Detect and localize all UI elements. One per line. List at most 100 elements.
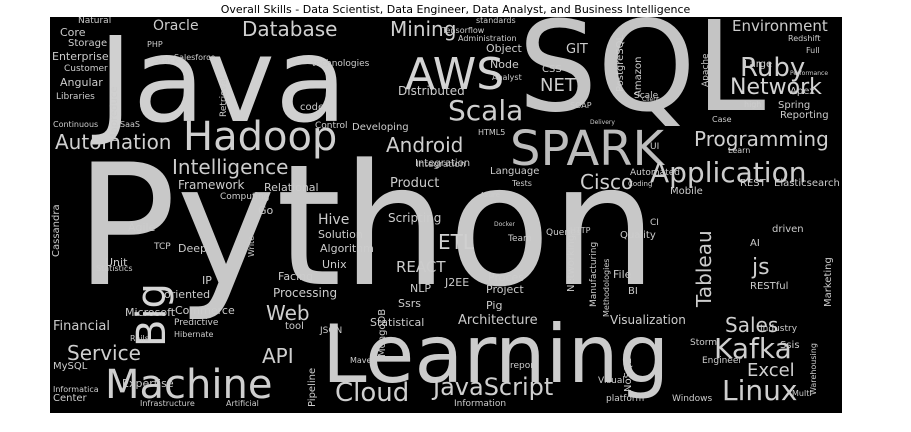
word: platform — [606, 394, 645, 404]
word: Intelligence — [172, 155, 289, 179]
word: Methodologies — [602, 258, 611, 317]
word: Infrastructure — [140, 399, 195, 408]
word: Solution — [318, 228, 363, 241]
word: Application — [650, 156, 807, 189]
word: Commerce — [175, 304, 235, 317]
word: Quality — [620, 230, 656, 241]
word: Continuous — [53, 120, 99, 129]
word: Statistical — [370, 316, 425, 329]
word: Multi — [792, 389, 812, 398]
word: Large — [744, 59, 773, 70]
word-cloud-canvas: Python Java SQL Learning Machine Hadoop … — [50, 17, 842, 413]
word: Manufacturing — [589, 241, 599, 307]
word: Scala — [448, 94, 524, 127]
word: Service — [67, 341, 141, 365]
word: Database — [242, 17, 338, 41]
word: API — [262, 344, 294, 368]
word: Cisco — [580, 170, 634, 194]
word: Hadoop — [183, 114, 338, 160]
word: Learning — [322, 308, 670, 401]
word: RESTful — [750, 281, 789, 292]
word: Storm — [690, 338, 718, 348]
word: Cloud — [335, 378, 410, 408]
word: JSON — [320, 326, 343, 336]
word: js — [752, 255, 770, 280]
word: Visual — [598, 376, 625, 386]
word: technologies — [312, 59, 370, 69]
word: Stack — [154, 56, 179, 66]
word: TCP — [154, 242, 171, 252]
word: Warehousing — [809, 343, 818, 395]
word: Control — [315, 121, 348, 131]
word: Pipeline — [307, 367, 318, 407]
word: PostgreSQL — [615, 34, 626, 92]
word: high — [744, 100, 762, 109]
word: NET — [540, 75, 576, 96]
word: Architecture — [458, 313, 538, 328]
word: Environment — [732, 17, 828, 35]
word: Programming — [694, 127, 829, 151]
word: Android — [386, 133, 464, 157]
word: Client — [642, 96, 660, 103]
figure-title: Overall Skills - Data Scientist, Data En… — [220, 3, 691, 16]
word: UI — [650, 142, 660, 152]
word: Redshift — [788, 34, 821, 43]
word: Excel — [747, 360, 795, 381]
word: Analyst — [492, 73, 522, 82]
word: CSS — [542, 64, 562, 75]
word: SPARK — [510, 121, 665, 177]
word: Web — [266, 301, 310, 325]
word: Go — [258, 204, 274, 217]
word: Team — [508, 234, 532, 244]
word: MongoDB — [377, 308, 388, 357]
word: Maven — [350, 356, 377, 365]
word: Administration — [458, 34, 517, 43]
word: PHP — [147, 40, 163, 49]
word: Unix — [322, 258, 347, 271]
word: Language — [490, 166, 540, 177]
word: GIT — [566, 42, 588, 57]
word: Product — [390, 176, 440, 191]
word: Facing — [278, 270, 314, 283]
word: SOAP — [570, 101, 592, 110]
word: Microsoft — [125, 306, 176, 319]
word: Integration — [415, 158, 471, 169]
word: Relational — [264, 181, 319, 194]
word: SaaS — [120, 120, 140, 129]
word: Mining — [390, 17, 457, 41]
word: Apex — [790, 86, 816, 97]
word: Case — [712, 115, 732, 124]
word: Engineer — [702, 356, 743, 366]
word: Scripting — [388, 211, 442, 225]
word: Object — [486, 42, 522, 55]
word: NLP — [410, 282, 431, 295]
word: Expertise — [122, 377, 174, 390]
word: Marketing — [823, 257, 834, 307]
word: Natural — [78, 17, 112, 26]
word: Framework — [178, 178, 245, 192]
word: Enterprise — [52, 50, 109, 63]
word: Agile — [128, 221, 156, 234]
word: MySQL — [53, 361, 88, 372]
word: Unit — [105, 256, 128, 269]
word: Machine — [105, 362, 273, 408]
word: Storage — [68, 38, 108, 49]
word: Network — [730, 75, 822, 100]
word: Proces — [488, 271, 524, 284]
word: Customer — [64, 64, 108, 74]
word: Financial — [53, 319, 110, 334]
word: Hibernate — [174, 330, 214, 339]
word: Deep — [178, 242, 207, 255]
word: driven — [772, 224, 804, 235]
word: NoSQL — [623, 358, 634, 392]
word: Ruby — [740, 53, 806, 83]
word: Automation — [55, 130, 172, 154]
word: report — [510, 361, 538, 371]
word: Computing — [220, 192, 270, 202]
word: oriented — [164, 288, 211, 301]
word: Artificial — [226, 399, 259, 408]
word: Rails — [130, 334, 149, 343]
word: IP — [202, 274, 212, 287]
word: Python — [75, 128, 658, 324]
word: Networking — [566, 234, 577, 292]
